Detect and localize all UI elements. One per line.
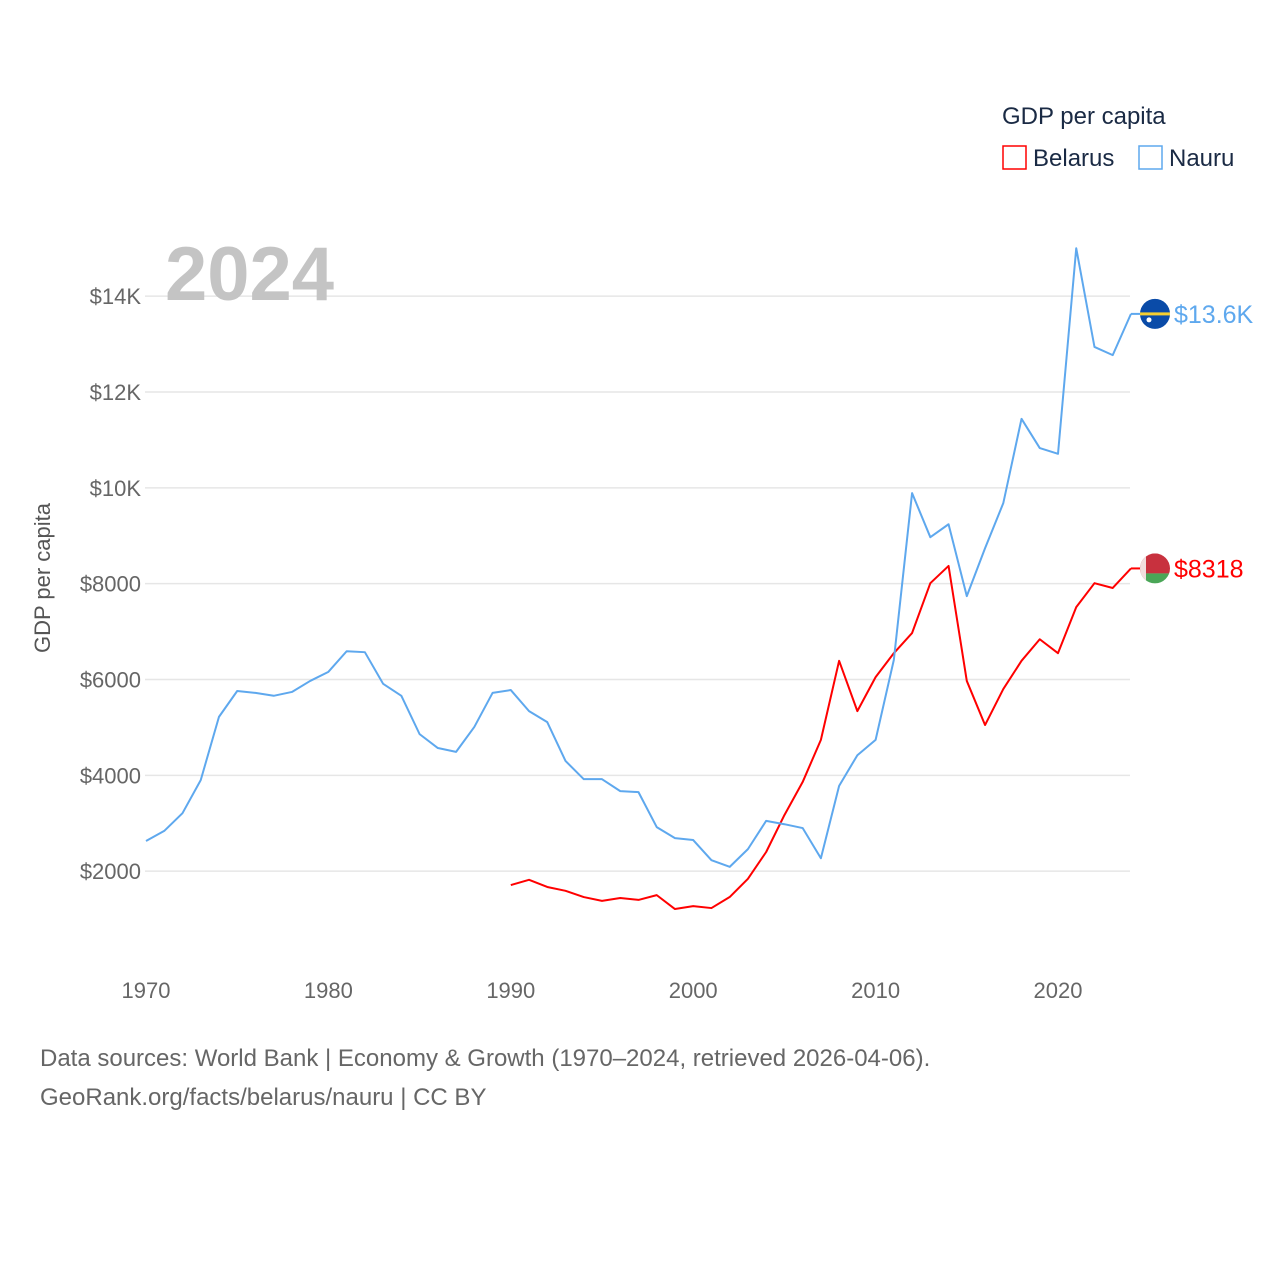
flag-green (1140, 573, 1170, 584)
y-tick-label: $2000 (80, 859, 141, 884)
belarus-flag-icon (1140, 553, 1170, 584)
end-value-label-nauru: $13.6K (1174, 301, 1254, 329)
x-tick-label: 2010 (851, 978, 900, 1003)
year-watermark: 2024 (165, 232, 334, 317)
x-tick-label: 1970 (122, 978, 171, 1003)
flag-star (1146, 317, 1152, 323)
x-tick-label: 2020 (1034, 978, 1083, 1003)
end-value-label-belarus: $8318 (1174, 555, 1244, 583)
legend-title: GDP per capita (1002, 103, 1166, 130)
legend-swatch-belarus[interactable] (1002, 145, 1027, 170)
footer-attribution: GeoRank.org/facts/belarus/nauru | CC BY (40, 1084, 487, 1111)
y-tick-label: $10K (90, 476, 142, 501)
series-line-belarus (510, 564, 1132, 911)
series-line-nauru (145, 247, 1132, 868)
y-tick-label: $12K (90, 380, 142, 405)
y-axis-label: GDP per capita (30, 502, 55, 653)
footer-sources: Data sources: World Bank | Economy & Gro… (40, 1045, 931, 1072)
nauru-flag-icon (1140, 298, 1170, 329)
x-tick-label: 1980 (304, 978, 353, 1003)
flag-body (1140, 553, 1170, 584)
flag-stripe (1140, 312, 1170, 316)
x-tick-label: 2000 (669, 978, 718, 1003)
legend-swatch-nauru[interactable] (1138, 145, 1163, 170)
legend-label-nauru[interactable]: Nauru (1169, 145, 1234, 172)
legend: GDP per capita Belarus Nauru (1002, 103, 1234, 172)
y-tick-label: $4000 (80, 763, 141, 788)
legend-label-belarus[interactable]: Belarus (1033, 145, 1114, 172)
y-tick-label: $6000 (80, 668, 141, 693)
y-tick-label: $8000 (80, 572, 141, 597)
flag-ornament (1140, 553, 1146, 584)
x-tick-label: 1990 (486, 978, 535, 1003)
y-tick-label: $14K (90, 284, 142, 309)
flag-red (1140, 553, 1170, 574)
